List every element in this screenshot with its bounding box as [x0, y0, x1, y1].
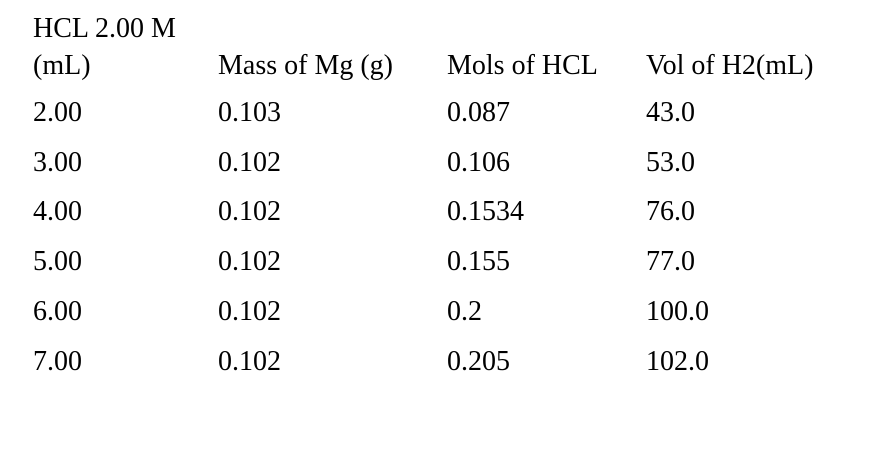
- cell-hcl-ml: 3.00: [33, 146, 82, 178]
- header-hcl-line1: HCL 2.00 M: [33, 13, 176, 44]
- cell-mols-hcl: 0.2: [447, 295, 482, 327]
- header-vol-h2: Vol of H2(mL): [646, 50, 814, 81]
- cell-mass-mg: 0.102: [218, 196, 281, 228]
- cell-hcl-ml: 4.00: [33, 196, 82, 228]
- cell-mols-hcl: 0.106: [447, 146, 510, 178]
- table-row: 3.00 0.102 0.106 53.0: [33, 138, 870, 188]
- table-row: 6.00 0.102 0.2 100.0: [33, 287, 870, 337]
- cell-vol-h2: 53.0: [646, 146, 695, 178]
- table-header-row: HCL 2.00 M (mL) Mass of Mg (g) Mols of H…: [33, 10, 870, 84]
- header-hcl-volume: HCL 2.00 M (mL): [33, 10, 218, 84]
- cell-mols-hcl: 0.155: [447, 246, 510, 278]
- cell-vol-h2: 76.0: [646, 196, 695, 228]
- cell-hcl-ml: 5.00: [33, 246, 82, 278]
- table-row: 2.00 0.103 0.087 43.0: [33, 88, 870, 138]
- cell-mols-hcl: 0.205: [447, 345, 510, 377]
- cell-hcl-ml: 7.00: [33, 345, 82, 377]
- cell-hcl-ml: 6.00: [33, 295, 82, 327]
- cell-vol-h2: 43.0: [646, 97, 695, 128]
- table-row: 4.00 0.102 0.1534 76.0: [33, 187, 870, 237]
- cell-mass-mg: 0.103: [218, 97, 281, 128]
- header-mols-hcl: Mols of HCL: [447, 50, 598, 81]
- table-row: 7.00 0.102 0.205 102.0: [33, 337, 870, 387]
- table-row: 5.00 0.102 0.155 77.0: [33, 237, 870, 287]
- cell-hcl-ml: 2.00: [33, 97, 82, 128]
- cell-mass-mg: 0.102: [218, 246, 281, 278]
- cell-mass-mg: 0.102: [218, 295, 281, 327]
- header-hcl-line2: (mL): [33, 50, 91, 81]
- cell-mass-mg: 0.102: [218, 345, 281, 377]
- table-body: 2.00 0.103 0.087 43.0 3.00 0.102 0.106 5…: [33, 88, 870, 386]
- cell-vol-h2: 100.0: [646, 295, 709, 327]
- cell-vol-h2: 102.0: [646, 345, 709, 377]
- header-mass-mg: Mass of Mg (g): [218, 50, 393, 81]
- cell-mass-mg: 0.102: [218, 146, 281, 178]
- cell-vol-h2: 77.0: [646, 246, 695, 278]
- cell-mols-hcl: 0.087: [447, 97, 510, 128]
- cell-mols-hcl: 0.1534: [447, 196, 524, 228]
